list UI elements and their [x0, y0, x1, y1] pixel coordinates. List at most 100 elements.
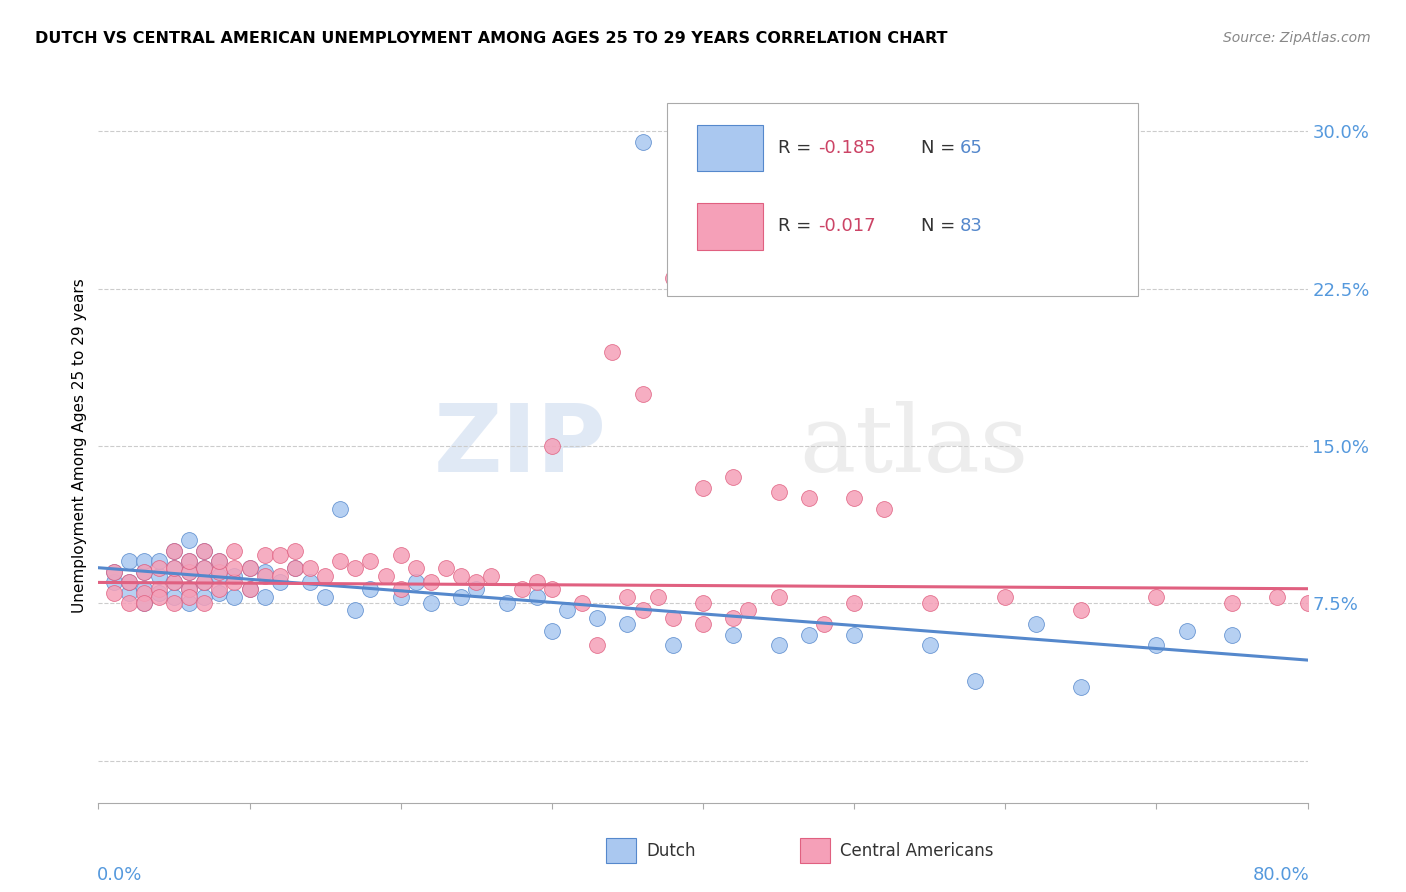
Point	[526, 575, 548, 590]
FancyBboxPatch shape	[666, 103, 1139, 296]
Point	[631, 135, 654, 149]
Point	[721, 470, 744, 484]
Point	[132, 554, 155, 568]
Point	[1070, 603, 1092, 617]
Point	[163, 590, 186, 604]
Point	[253, 569, 276, 583]
Point	[844, 491, 866, 506]
Point	[768, 485, 790, 500]
Point	[163, 596, 186, 610]
Point	[360, 582, 382, 596]
Point	[1265, 590, 1288, 604]
Point	[1296, 596, 1319, 610]
Point	[1024, 617, 1046, 632]
Point	[631, 386, 654, 401]
Text: R =: R =	[778, 139, 817, 157]
Text: Source: ZipAtlas.com: Source: ZipAtlas.com	[1223, 31, 1371, 45]
Point	[239, 560, 262, 574]
Text: N =: N =	[921, 218, 960, 235]
Point	[434, 560, 457, 574]
Point	[163, 575, 186, 590]
Point	[692, 596, 714, 610]
Point	[118, 586, 141, 600]
Point	[224, 575, 246, 590]
Point	[239, 582, 262, 596]
Text: 65: 65	[959, 139, 983, 157]
Point	[526, 590, 548, 604]
Point	[419, 575, 441, 590]
Point	[163, 560, 186, 574]
Point	[177, 596, 201, 610]
Text: Central Americans: Central Americans	[839, 842, 993, 860]
Point	[495, 596, 517, 610]
Point	[132, 582, 155, 596]
Bar	[800, 838, 830, 863]
Point	[284, 560, 307, 574]
Point	[193, 544, 215, 558]
Point	[1070, 681, 1092, 695]
Point	[177, 554, 201, 568]
Point	[103, 575, 125, 590]
Point	[269, 575, 291, 590]
Point	[253, 548, 276, 562]
Point	[118, 575, 141, 590]
Point	[284, 544, 307, 558]
Point	[873, 502, 896, 516]
Point	[450, 590, 472, 604]
Point	[163, 575, 186, 590]
Point	[555, 603, 578, 617]
Point	[1175, 624, 1198, 638]
Point	[344, 560, 367, 574]
Point	[465, 575, 488, 590]
Point	[965, 674, 987, 689]
Point	[148, 560, 170, 574]
Point	[132, 596, 155, 610]
Point	[602, 344, 624, 359]
Point	[450, 569, 472, 583]
Point	[177, 565, 201, 579]
Point	[844, 596, 866, 610]
Point	[692, 617, 714, 632]
Point	[193, 590, 215, 604]
Point	[692, 481, 714, 495]
Point	[465, 582, 488, 596]
Point	[540, 624, 562, 638]
Point	[721, 628, 744, 642]
Point	[103, 586, 125, 600]
Point	[631, 603, 654, 617]
Point	[284, 560, 307, 574]
Point	[314, 569, 336, 583]
Point	[737, 603, 759, 617]
Point	[661, 639, 683, 653]
Text: ZIP: ZIP	[433, 400, 606, 492]
Point	[224, 569, 246, 583]
Point	[208, 554, 231, 568]
Text: Dutch: Dutch	[647, 842, 696, 860]
Point	[647, 590, 669, 604]
Point	[1144, 590, 1167, 604]
Point	[224, 560, 246, 574]
Point	[193, 575, 215, 590]
Text: DUTCH VS CENTRAL AMERICAN UNEMPLOYMENT AMONG AGES 25 TO 29 YEARS CORRELATION CHA: DUTCH VS CENTRAL AMERICAN UNEMPLOYMENT A…	[35, 31, 948, 46]
Text: N =: N =	[921, 139, 960, 157]
Point	[193, 544, 215, 558]
Point	[193, 560, 215, 574]
Point	[224, 544, 246, 558]
Point	[405, 575, 427, 590]
Point	[118, 575, 141, 590]
Point	[163, 560, 186, 574]
Bar	[697, 125, 763, 171]
Point	[329, 502, 352, 516]
Bar	[697, 203, 763, 250]
Point	[132, 565, 155, 579]
Point	[132, 596, 155, 610]
Point	[118, 554, 141, 568]
Point	[208, 565, 231, 579]
Point	[118, 596, 141, 610]
Point	[132, 586, 155, 600]
Point	[616, 590, 638, 604]
Point	[797, 628, 820, 642]
Point	[193, 575, 215, 590]
Point	[177, 590, 201, 604]
Point	[103, 565, 125, 579]
